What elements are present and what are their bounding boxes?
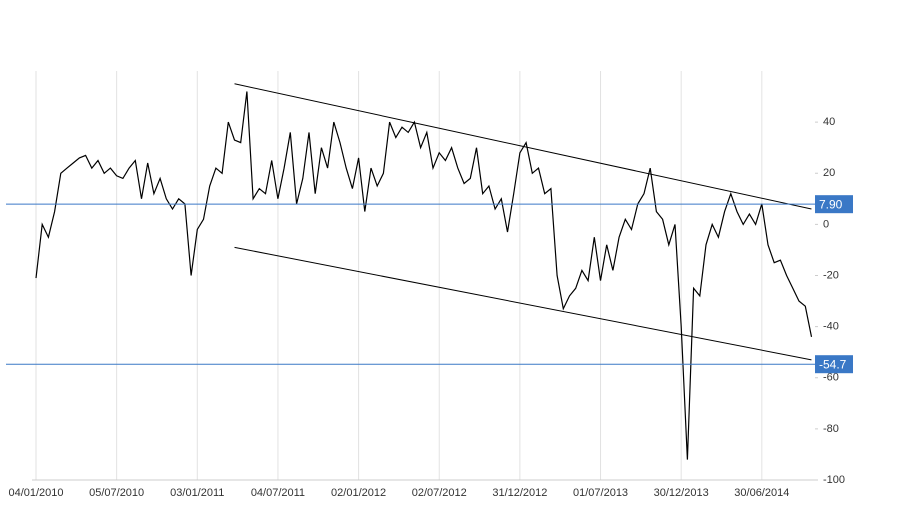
- y-tick-label: 0: [823, 218, 829, 230]
- x-tick-label: 30/06/2014: [734, 487, 789, 499]
- level-label-box: [815, 195, 853, 214]
- y-tick-label: 20: [823, 167, 835, 179]
- data-line: [35, 91, 813, 460]
- x-tick-label: 01/07/2013: [573, 487, 628, 499]
- x-tick-label: 04/07/2011: [251, 487, 305, 499]
- level-label: 7.90: [819, 197, 843, 211]
- trend-line: [234, 246, 812, 361]
- x-tick-label: 30/12/2013: [654, 487, 709, 499]
- level-label-box: [815, 355, 853, 374]
- x-tick-label: 02/01/2012: [331, 487, 386, 499]
- level-label: -54.7: [819, 357, 847, 371]
- x-tick-label: 03/01/2011: [170, 487, 224, 499]
- y-tick-label: -80: [823, 423, 839, 435]
- y-tick-label: -60: [823, 372, 839, 384]
- y-tick-label: -20: [823, 269, 839, 281]
- x-tick-label: 05/07/2010: [89, 487, 144, 499]
- y-tick-label: 40: [823, 116, 835, 128]
- trend-line: [234, 83, 812, 210]
- x-tick-label: 02/07/2012: [412, 487, 467, 499]
- x-tick-label: 31/12/2012: [492, 487, 547, 499]
- y-tick-label: -100: [823, 474, 845, 486]
- x-tick-label: 04/01/2010: [8, 487, 63, 499]
- y-tick-label: -40: [823, 321, 839, 333]
